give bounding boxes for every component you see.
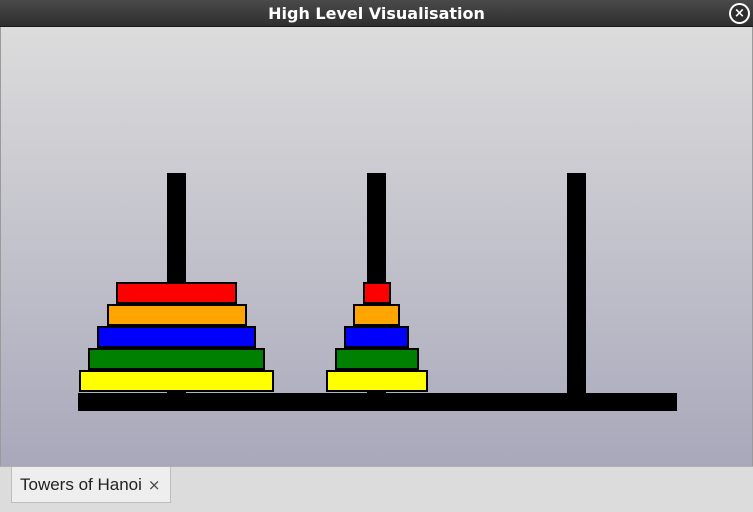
- window-title: High Level Visualisation: [268, 4, 485, 23]
- disk-peg2-green: [335, 348, 419, 370]
- disk-peg2-blue: [344, 326, 409, 348]
- close-icon[interactable]: ×: [147, 475, 161, 494]
- close-circle-icon: ×: [734, 6, 745, 21]
- visualisation-canvas: [0, 27, 753, 466]
- tower-base: [78, 393, 677, 411]
- disk-peg1-red: [116, 282, 237, 304]
- close-window-button[interactable]: ×: [729, 3, 750, 24]
- tab-bar: Towers of Hanoi ×: [0, 466, 753, 512]
- disk-peg1-blue: [97, 326, 256, 348]
- disk-peg1-orange: [107, 304, 247, 326]
- disk-peg2-yellow: [326, 370, 428, 392]
- window-titlebar: High Level Visualisation ×: [0, 0, 753, 27]
- peg-3: [567, 173, 586, 395]
- disk-peg2-red: [363, 282, 391, 304]
- disk-peg2-orange: [353, 304, 400, 326]
- disk-peg1-yellow: [79, 370, 274, 392]
- tab-label: Towers of Hanoi: [20, 474, 142, 494]
- disk-peg1-green: [88, 348, 265, 370]
- tab-towers-of-hanoi[interactable]: Towers of Hanoi ×: [11, 467, 172, 503]
